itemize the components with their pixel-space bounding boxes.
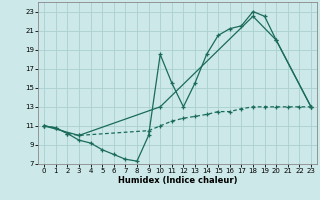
X-axis label: Humidex (Indice chaleur): Humidex (Indice chaleur) [118,176,237,185]
